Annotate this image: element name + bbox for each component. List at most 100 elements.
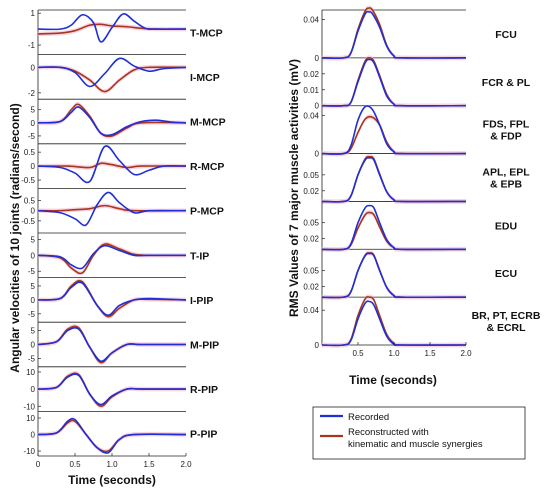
panel-fcu: 0.04 0 FCU (303, 5, 517, 63)
y-tick-label: 0 (31, 431, 36, 440)
row-label: R-PIP (190, 384, 218, 396)
variance-band (322, 210, 466, 252)
row-label: P-MCP (190, 206, 224, 218)
series-recorded (37, 244, 186, 270)
y-tick-label: 0.02 (303, 70, 319, 79)
series-recorded (321, 105, 467, 155)
y-tick-label: -5 (28, 132, 36, 141)
row-label: P-PIP (190, 429, 217, 441)
y-tick-label: 0 (31, 162, 36, 171)
series-reconstructed (321, 252, 467, 299)
series-reconstructed (321, 211, 467, 251)
row-label: T-MCP (190, 27, 223, 39)
x-tick-label: 1.0 (388, 349, 400, 358)
legend: Recorded Reconstructed with kinematic an… (312, 406, 526, 460)
y-tick-label: -0.5 (21, 217, 35, 226)
x-ticks: 0 0.5 1.0 1.5 2.0 (36, 453, 192, 469)
series-reconstructed (321, 7, 467, 60)
x-tick-label: 2.0 (180, 460, 192, 469)
legend-reconstructed-label-line1: Reconstructed with (348, 427, 429, 438)
y-tick-label: 0 (31, 119, 36, 128)
row-label: ECU (495, 268, 517, 280)
series-recorded (37, 145, 187, 184)
legend-recorded-label: Recorded (348, 412, 389, 423)
panel-edu: 0.05 0.02 EDU (303, 201, 517, 252)
y-tick-label: 5 (31, 106, 36, 115)
series-recorded (321, 156, 467, 203)
y-tick-label: 5 (31, 235, 36, 244)
right-x-axis-label: Time (seconds) (349, 373, 437, 387)
series-reconstructed (37, 66, 187, 93)
series-recorded (321, 204, 467, 251)
variance-band (322, 154, 466, 205)
row-label: FCU (495, 29, 517, 41)
y-tick-label: -5 (28, 310, 36, 319)
y-tick-label: 0 (31, 385, 36, 394)
y-tick-label: -2 (28, 89, 36, 98)
y-tick-label: 0.04 (303, 16, 319, 25)
x-tick-label: 0 (36, 460, 41, 469)
row-label: BR, PT, ECRB (472, 310, 541, 322)
series-reconstructed (321, 57, 467, 107)
y-tick-label: 0.01 (303, 86, 319, 95)
y-tick-label: 0 (31, 341, 36, 350)
legend-box (312, 406, 526, 460)
series-reconstructed (321, 296, 467, 347)
y-tick-label: -1 (28, 41, 36, 50)
series-recorded (37, 373, 186, 406)
series-recorded (37, 191, 187, 227)
y-tick-label: 0.04 (303, 111, 319, 120)
variance-band (322, 114, 466, 157)
y-tick-label: -5 (28, 267, 36, 276)
variance-band (322, 294, 466, 348)
legend-reconstructed-label-line2: kinematic and muscle synergies (348, 439, 483, 450)
panel-r-pip: 10 0 -10 R-PIP (23, 366, 218, 412)
series-reconstructed (37, 204, 187, 212)
row-label: & EPB (490, 179, 523, 191)
variance-band (322, 250, 466, 300)
joint-velocity-panels: 1-1T-MCP0-2I-MCP50-5M-MCP0.50-0.5R-MCP0.… (21, 9, 225, 469)
y-tick-label: 0.5 (24, 197, 36, 206)
series-recorded (37, 13, 186, 43)
series-recorded (37, 57, 187, 88)
x-tick-label: 0.5 (352, 349, 364, 358)
series-recorded (37, 417, 187, 454)
panel-p-pip: 10 0 -10 P-PIP (23, 411, 217, 457)
panel-r-mcp: 0.5 0 -0.5 R-MCP (21, 143, 224, 189)
y-tick-label: 0.05 (303, 171, 319, 180)
x-tick-label: 1.5 (424, 349, 436, 358)
y-tick-label: 0.02 (303, 235, 319, 244)
row-label: I-MCP (190, 72, 220, 84)
x-tick-label: 1.5 (143, 460, 155, 469)
panel-m-pip: 5 0 -5 M-PIP (28, 322, 219, 368)
series-reconstructed (37, 243, 187, 275)
y-tick-label: 0 (315, 150, 320, 159)
row-label: M-PIP (190, 340, 219, 352)
x-tick-label: 1.0 (106, 460, 118, 469)
row-label: I-PIP (190, 295, 213, 307)
y-tick-label: 0 (31, 251, 36, 260)
panel-fcr-pl: 0.02 0.01 0 FCR & PL (303, 55, 531, 111)
y-tick-label: 0.04 (303, 306, 319, 315)
y-tick-label: 0.05 (303, 219, 319, 228)
right-y-axis-label: RMS Values of 7 major muscle activities … (287, 59, 301, 317)
variance-band (38, 203, 186, 214)
x-tick-label: 2.0 (460, 349, 472, 358)
x-tick-label: 0.5 (69, 460, 81, 469)
series-recorded (321, 10, 467, 60)
y-tick-label: -10 (23, 402, 35, 411)
variance-band (322, 55, 466, 109)
panel-br-pt-ecrb-ecrl: 0.04 0 BR, PT, ECRB& ECRL (303, 294, 541, 350)
panel-m-mcp: 5 0 -5 M-MCP (28, 99, 226, 145)
panel-apl-epl-epb: 0.05 0.02 APL, EPL& EPB (303, 153, 530, 205)
series-recorded (321, 300, 467, 347)
panel-p-mcp: 0.50-0.5 P-MCP (21, 188, 224, 234)
panel-t-ip: 5 0 -5 T-IP (28, 233, 209, 279)
series-recorded (321, 252, 467, 299)
variance-band (322, 5, 466, 61)
y-tick-label: 0 (315, 341, 320, 350)
series-reconstructed (37, 162, 187, 169)
y-tick-label: 0.5 (24, 148, 36, 157)
